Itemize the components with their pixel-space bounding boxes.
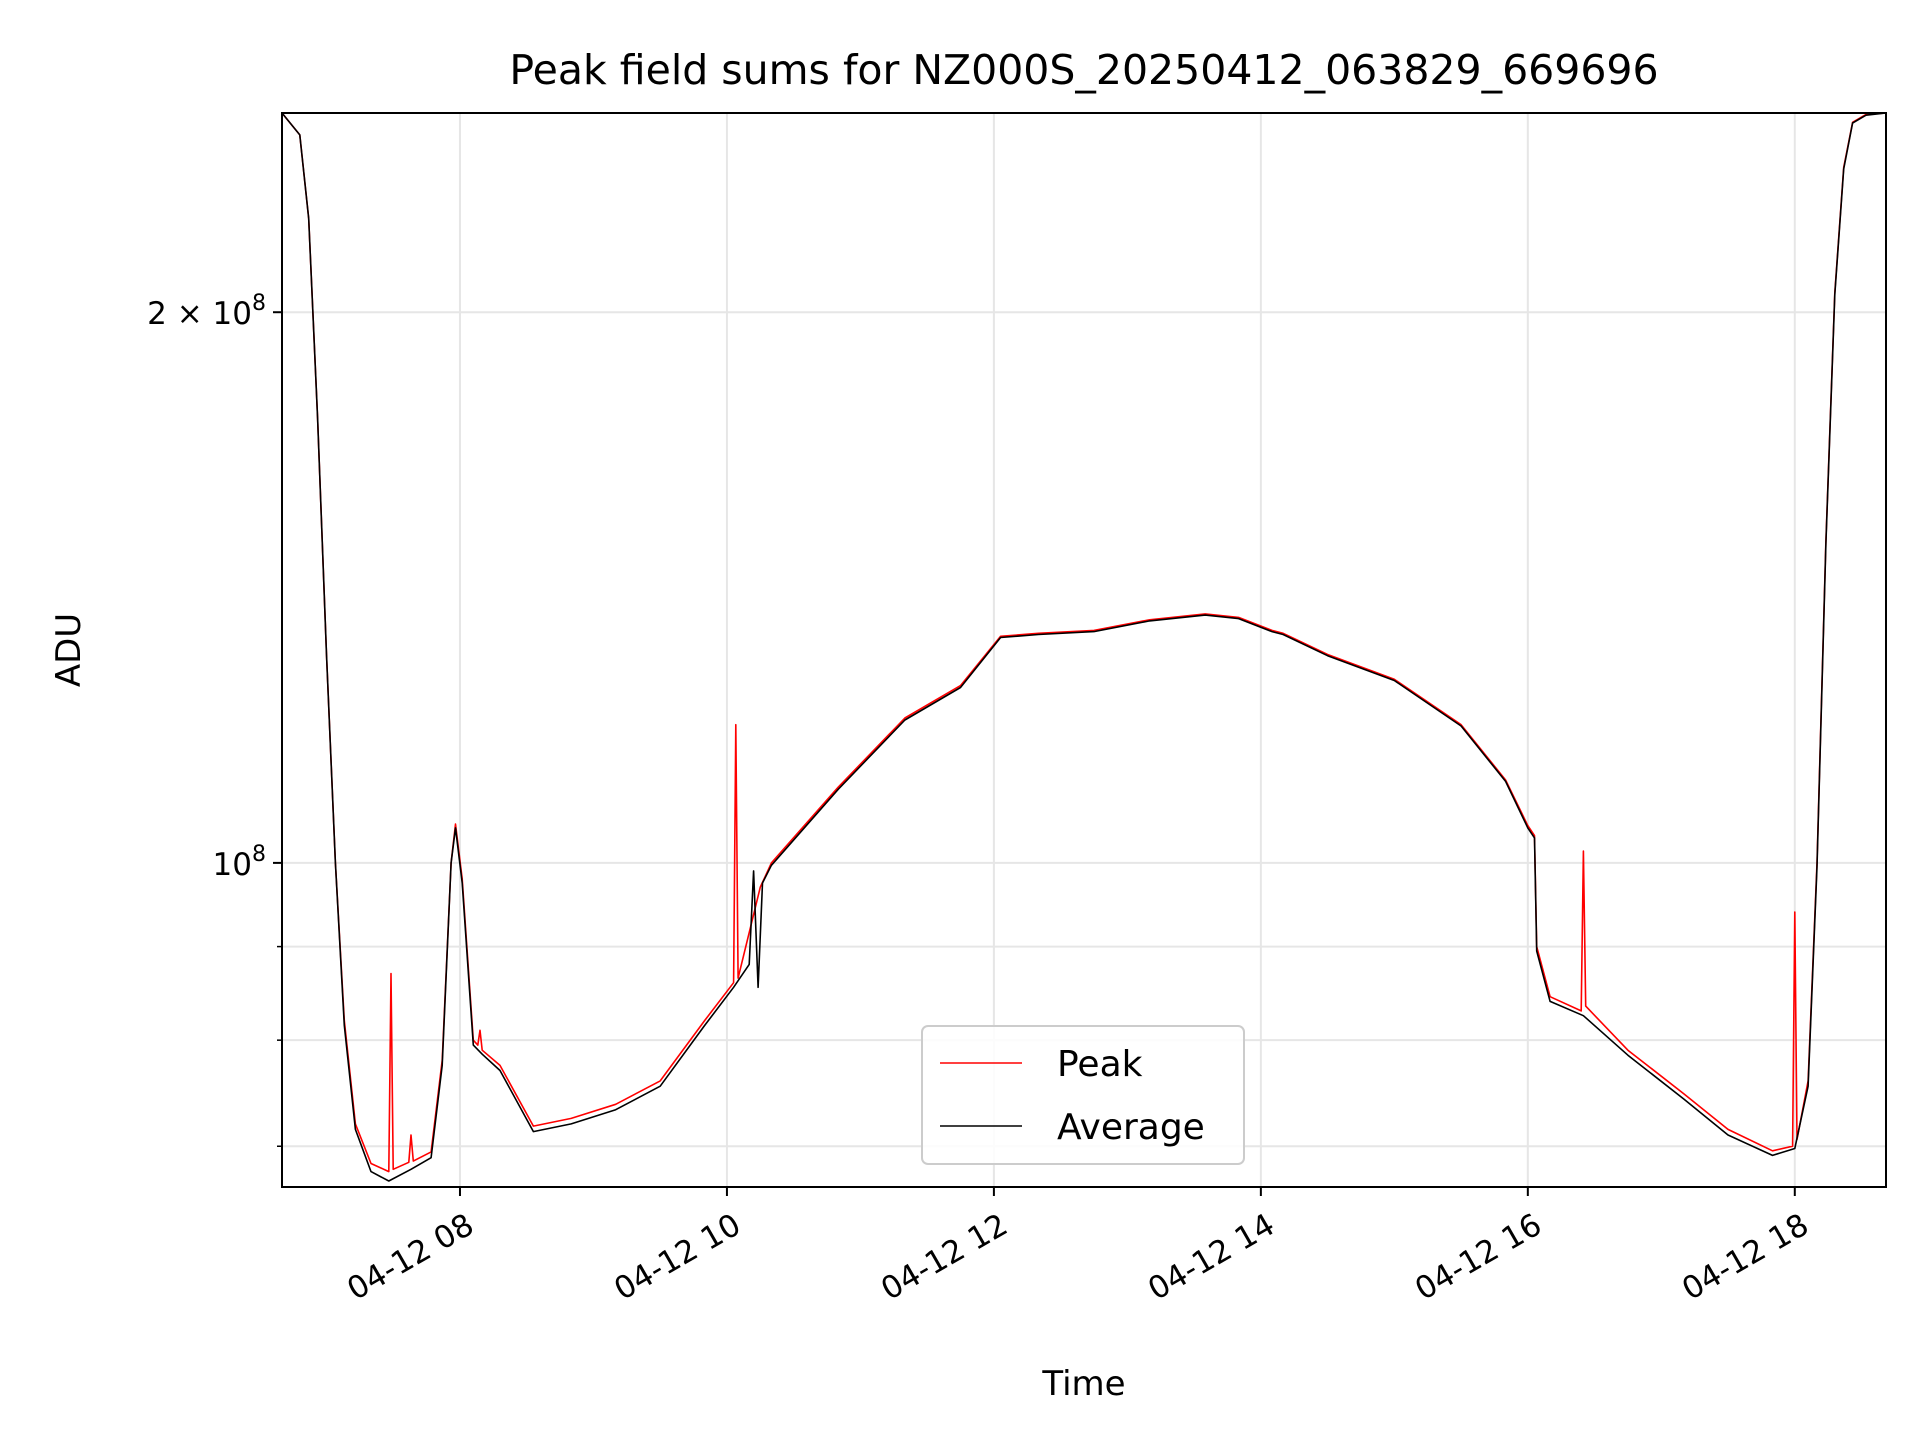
series-line-peak xyxy=(281,112,1887,1173)
plot-frame xyxy=(281,112,1887,1188)
y-tick-exponent: 8 xyxy=(252,842,266,867)
y-axis-title: ADU xyxy=(49,613,89,687)
legend-box xyxy=(921,1025,1245,1165)
series-line-average xyxy=(281,112,1887,1182)
series-lines xyxy=(281,112,1887,1182)
legend-label-peak: Peak xyxy=(1057,1044,1143,1085)
chart-title: Peak field sums for NZ000S_20250412_0638… xyxy=(509,46,1658,94)
y-tick-exponent: 8 xyxy=(252,291,266,316)
legend-label-average: Average xyxy=(1057,1107,1205,1148)
y-tick-label: 2 × 108 xyxy=(147,291,266,332)
x-axis-title: Time xyxy=(1041,1364,1125,1404)
legend: Peak Average xyxy=(921,1025,1245,1165)
